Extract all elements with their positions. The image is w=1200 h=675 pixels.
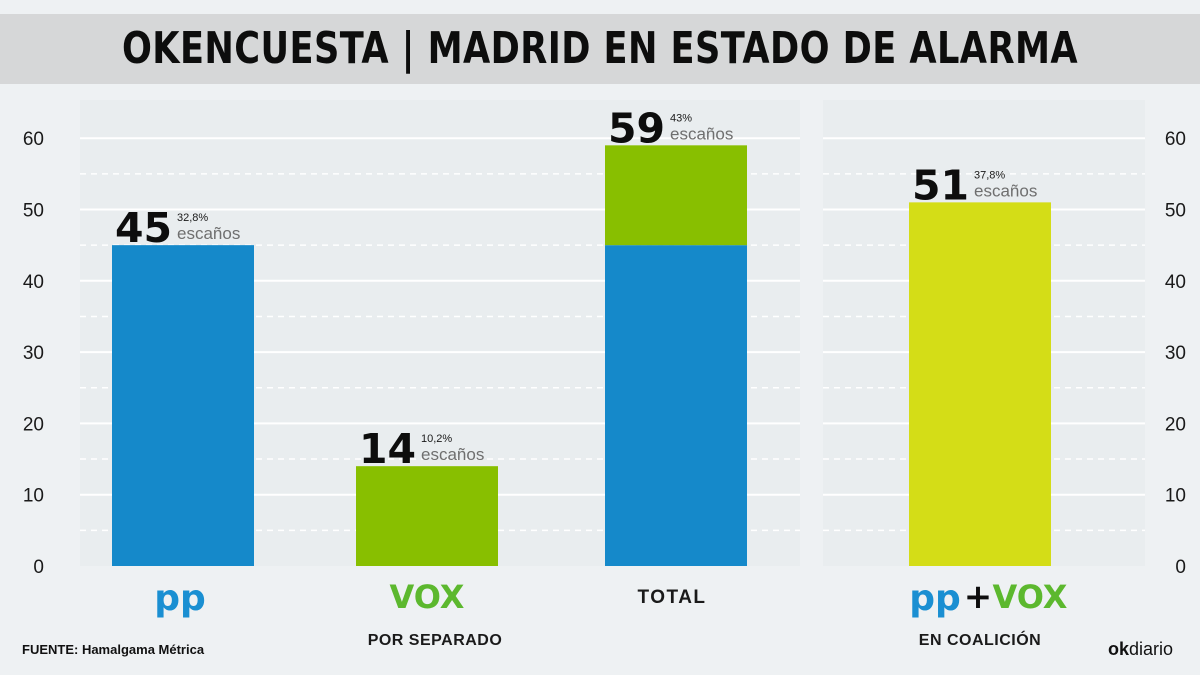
data-label-vox: 14 10,2%escaños [359,425,484,473]
chart-title: OKENCUESTA | MADRID EN ESTADO DE ALARMA [121,23,1079,74]
y-tick-label-right: 50 [1165,201,1186,222]
category-label-total: TOTAL [637,587,706,608]
pp-logo-coalition-icon: pp [909,578,961,619]
bar-pp-pp [112,245,254,566]
data-label-pct: 32,8% [177,212,208,224]
data-label-pct: 37,8% [974,169,1005,181]
data-label-value: 14 [359,425,416,473]
title-bar [0,14,1200,84]
y-tick-label-right: 0 [1175,557,1186,578]
data-label-unit: escaños [421,445,484,464]
bar-total-pp [605,245,747,566]
bar-vox-vox [356,466,498,566]
data-label-pct: 10,2% [421,433,452,445]
y-tick-label-left: 40 [23,272,44,293]
data-label-value: 45 [115,204,172,252]
y-tick-label-left: 0 [33,557,44,578]
group-label-coalicion: EN COALICIÓN [919,630,1041,649]
pp-logo-icon: pp [154,578,206,619]
y-tick-label-left: 20 [23,414,44,435]
brand-ok: ok [1108,639,1130,659]
bar-total-vox [605,145,747,246]
data-label-total: 59 43%escaños [608,104,733,152]
y-tick-label-left: 50 [23,201,44,222]
y-tick-label-right: 20 [1165,414,1186,435]
y-tick-label-right: 60 [1165,129,1186,150]
brand-rest: diario [1129,639,1174,659]
data-label-pp: 45 32,8%escaños [115,204,240,252]
plus-icon: + [964,577,993,617]
y-tick-label-left: 60 [23,129,44,150]
data-label-unit: escaños [670,124,733,143]
y-tick-label-right: 40 [1165,272,1186,293]
vox-logo-icon: VOX [390,578,465,616]
data-label-unit: escaños [974,181,1037,200]
vox-logo-coalition-icon: VOX [993,578,1068,616]
y-tick-label-right: 30 [1165,343,1186,364]
data-label-value: 51 [912,161,969,209]
y-tick-label-left: 10 [23,486,44,507]
source-note: FUENTE: Hamalgama Métrica [22,642,205,657]
y-tick-label-right: 10 [1165,486,1186,507]
group-label-separado: POR SEPARADO [368,632,503,649]
y-tick-label-left: 30 [23,343,44,364]
data-label-value: 59 [608,104,665,152]
data-label-pct: 43% [670,112,692,124]
brand-logo: okdiario [1108,639,1173,660]
data-label-unit: escaños [177,224,240,243]
data-label-coalicion: 51 37,8%escaños [912,161,1037,209]
bar-coalicion [909,202,1051,566]
